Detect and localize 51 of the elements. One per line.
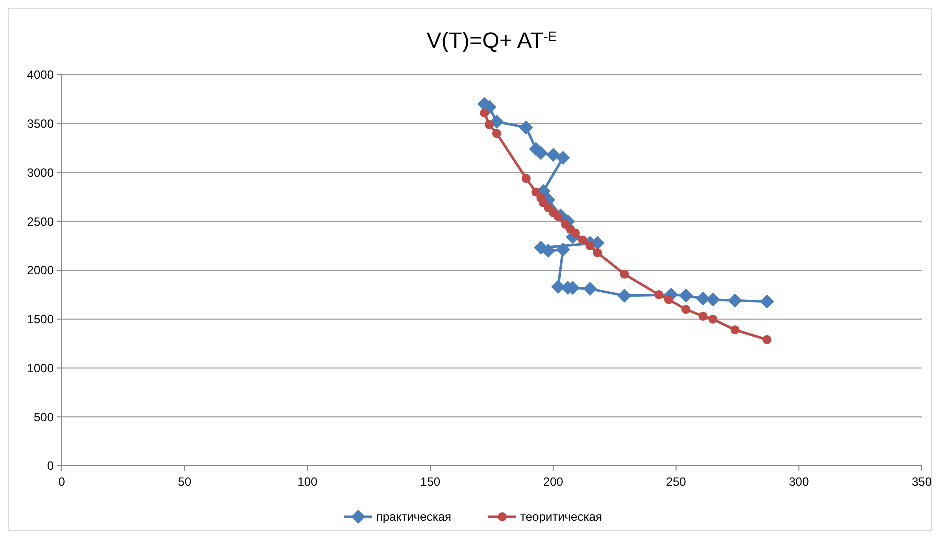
y-tick-label: 1500 [27, 312, 54, 327]
point [698, 312, 708, 321]
point [480, 108, 490, 118]
x-tick-label: 50 [178, 475, 192, 489]
point [554, 212, 563, 222]
point [618, 288, 632, 303]
y-tick-label: 500 [34, 410, 54, 424]
point [664, 295, 674, 304]
point [578, 236, 588, 245]
x-tick-label: 250 [666, 475, 687, 489]
point [492, 129, 502, 138]
point [542, 244, 556, 258]
point [696, 292, 710, 306]
y-tick-label: 4000 [27, 68, 54, 82]
x-tick-label: 150 [420, 475, 441, 489]
x-tick-label: 350 [912, 475, 932, 489]
point [728, 294, 742, 308]
point [551, 280, 566, 294]
point [706, 292, 720, 307]
point [679, 288, 694, 303]
y-tick-label: 2000 [27, 264, 54, 278]
point [654, 290, 664, 300]
y-tick-label: 0 [47, 459, 54, 474]
y-tick-label: 3000 [27, 166, 54, 180]
point [556, 242, 570, 257]
point [583, 282, 598, 296]
point [593, 248, 602, 258]
y-tick-label: 2500 [27, 214, 54, 229]
point [485, 120, 494, 130]
x-tick-label: 200 [543, 475, 564, 489]
point [556, 151, 570, 166]
point [532, 188, 541, 197]
point [708, 314, 718, 324]
point [522, 174, 531, 184]
x-tick-label: 0 [58, 475, 66, 489]
point [762, 335, 772, 344]
y-tick-label: 1000 [27, 361, 54, 376]
y-tick-label: 3500 [27, 117, 54, 132]
legend-label: теоритическая [520, 510, 602, 524]
point [620, 270, 630, 279]
point [730, 326, 740, 335]
legend-label: практическая [376, 510, 452, 524]
x-tick-label: 100 [298, 475, 318, 489]
point [586, 242, 595, 251]
x-tick-label: 300 [789, 475, 810, 489]
point [760, 294, 774, 309]
point [571, 228, 580, 238]
point [546, 148, 560, 162]
point [519, 120, 534, 135]
chart-title: V(T)=Q+ AT$^{-E}$ [426, 28, 558, 53]
point [682, 305, 691, 314]
